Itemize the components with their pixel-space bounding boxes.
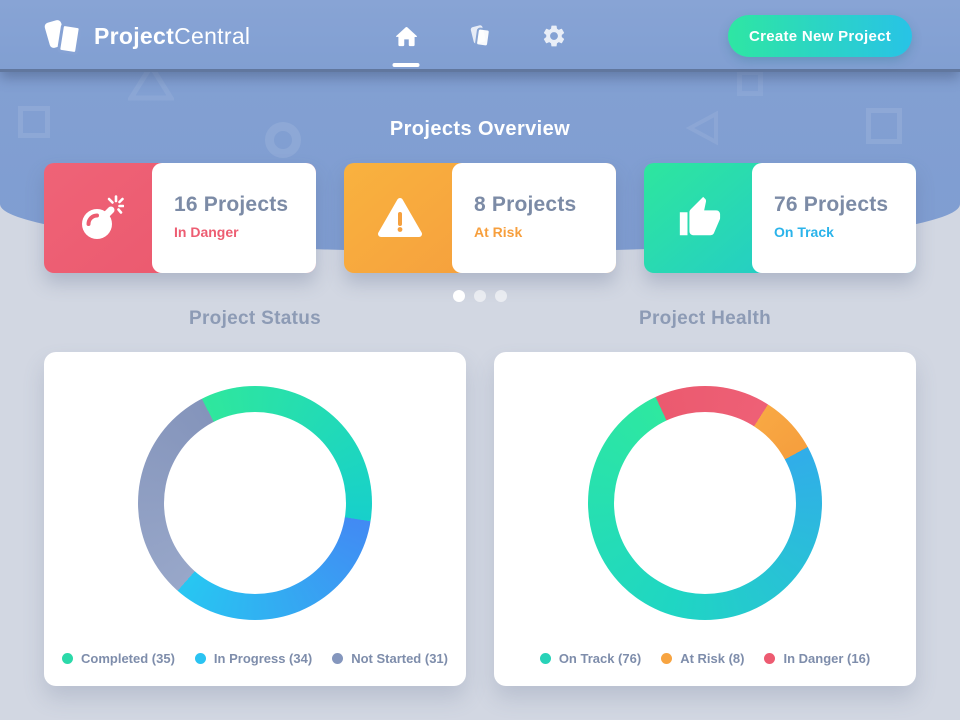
donut-hole — [164, 412, 346, 594]
brand-logo[interactable]: ProjectCentral — [43, 16, 251, 56]
card-text-section: 76 Projects On Track — [752, 163, 916, 273]
project-status-label: On Track — [774, 224, 834, 240]
donut-chart-project-health — [588, 386, 822, 620]
legend-dot — [539, 653, 551, 664]
section-title-project-health: Project Health — [639, 308, 771, 329]
legend-label: On Track (76) — [558, 651, 642, 666]
settings-icon — [543, 25, 565, 47]
decor-square-icon — [18, 106, 50, 138]
decor-circle-icon — [265, 122, 301, 158]
stacked-cards-icon — [43, 16, 83, 56]
legend-item: In Danger (16) — [764, 651, 870, 666]
legend-dot — [332, 653, 344, 664]
legend-label: In Danger (16) — [783, 651, 871, 666]
decor-square-icon — [866, 108, 902, 144]
thumbs-up-icon — [679, 196, 721, 236]
summary-card-at-risk[interactable]: 8 Projects At Risk — [344, 163, 616, 273]
tab-home[interactable] — [392, 0, 420, 72]
brand-name: ProjectCentral — [94, 22, 251, 49]
project-status-label: At Risk — [474, 224, 523, 240]
navbar: ProjectCentral Create New Project — [0, 0, 960, 72]
decor-triangle-icon — [686, 110, 718, 146]
legend-label: In Progress (34) — [213, 651, 313, 666]
nav-tabs — [392, 0, 568, 72]
project-count: 16 Projects — [174, 193, 289, 216]
legend: Completed (35) In Progress (34) Not Star… — [44, 651, 466, 666]
card-text-section: 8 Projects At Risk — [452, 163, 616, 273]
legend-item: In Progress (34) — [194, 651, 313, 666]
card-text-section: 16 Projects In Danger — [152, 163, 316, 273]
summary-card-on-track[interactable]: 76 Projects On Track — [644, 163, 916, 273]
decor-square-icon — [737, 70, 763, 96]
tab-projects[interactable] — [466, 0, 494, 72]
legend-item: On Track (76) — [539, 651, 642, 666]
project-count: 8 Projects — [474, 193, 577, 216]
legend: On Track (76) At Risk (8) In Danger (16) — [494, 651, 916, 666]
legend-dot — [661, 653, 673, 664]
legend-dot — [194, 653, 206, 664]
carousel-dot[interactable] — [495, 290, 507, 302]
legend-label: At Risk (8) — [680, 651, 745, 666]
legend-dot — [764, 653, 776, 664]
tab-settings[interactable] — [540, 0, 568, 72]
warning-triangle-icon — [378, 198, 422, 237]
project-status-label: In Danger — [174, 224, 239, 240]
page-title: Projects Overview — [389, 118, 571, 140]
legend-item: Completed (35) — [62, 651, 175, 666]
section-title-project-status: Project Status — [189, 308, 321, 329]
carousel-dots — [0, 290, 960, 302]
legend-dot — [62, 653, 74, 664]
legend-label: Not Started (31) — [351, 651, 448, 666]
legend-item: At Risk (8) — [661, 651, 744, 666]
carousel-dot[interactable] — [453, 290, 465, 302]
legend-label: Completed (35) — [81, 651, 175, 666]
chart-card-project-health: On Track (76) At Risk (8) In Danger (16) — [494, 352, 916, 686]
donut-hole — [614, 412, 796, 594]
summary-card-in-danger[interactable]: 16 Projects In Danger — [44, 163, 316, 273]
chart-card-project-status: Completed (35) In Progress (34) Not Star… — [44, 352, 466, 686]
legend-item: Not Started (31) — [332, 651, 448, 666]
decor-triangle-icon — [128, 62, 174, 101]
create-new-project-button[interactable]: Create New Project — [728, 15, 912, 57]
home-icon — [395, 26, 417, 46]
projects-icon — [470, 25, 491, 48]
donut-chart-project-status — [138, 386, 372, 620]
summary-cards-row: 16 Projects In Danger 8 Projects At Risk… — [44, 163, 916, 273]
project-count: 76 Projects — [774, 193, 889, 216]
carousel-dot[interactable] — [474, 290, 486, 302]
bomb-icon — [82, 195, 124, 239]
